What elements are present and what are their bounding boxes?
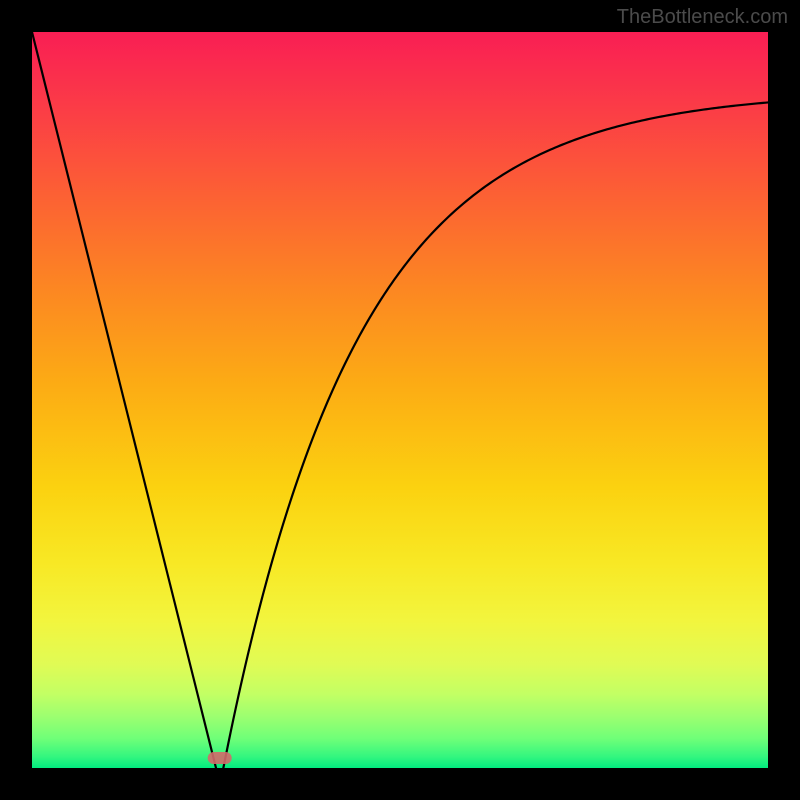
attribution-text: TheBottleneck.com: [617, 6, 788, 29]
chart-svg: [0, 0, 800, 800]
bottleneck-chart: TheBottleneck.com: [0, 0, 800, 800]
optimal-marker: [208, 752, 232, 764]
chart-background: [32, 32, 768, 768]
